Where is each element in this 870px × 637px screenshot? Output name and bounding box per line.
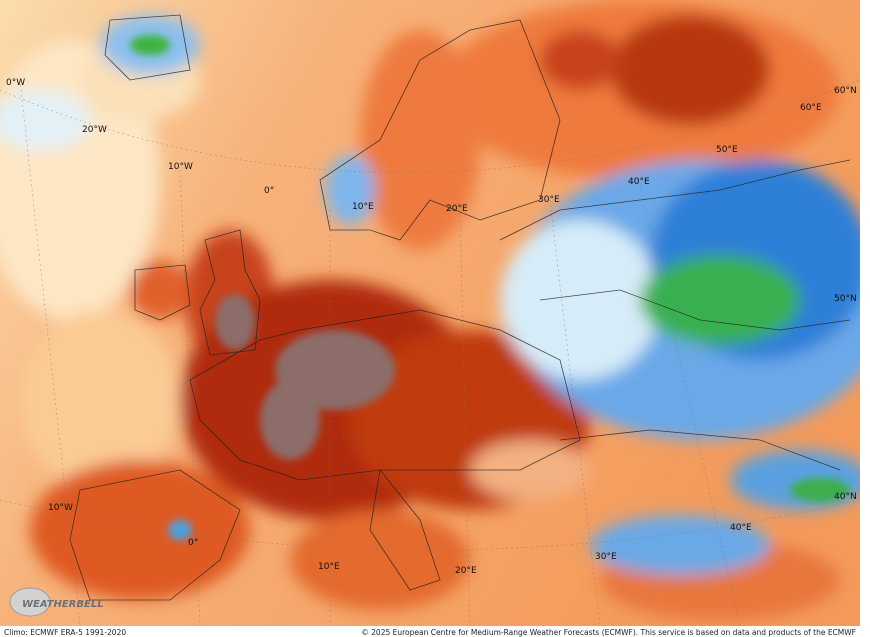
coord-label: 60°N	[834, 86, 857, 96]
coord-label: 30°E	[538, 195, 560, 205]
footer-left: Climo: ECMWF ERA-5 1991-2020	[4, 628, 126, 637]
coord-label: 10°W	[48, 503, 73, 513]
coord-label: 0°W	[6, 78, 25, 88]
coord-label: 0°	[264, 186, 274, 196]
coord-label: 10°E	[318, 562, 340, 572]
footer-right: © 2025 European Centre for Medium-Range …	[361, 628, 856, 637]
coord-label: 60°E	[800, 103, 822, 113]
coord-label: 40°N	[834, 492, 857, 502]
coord-label: 20°W	[82, 125, 107, 135]
coord-label: 10°W	[168, 162, 193, 172]
coord-label: 20°E	[446, 204, 468, 214]
coordinate-labels: 0°W 20°W 10°W 0° 10°E 20°E 30°E 40°E 50°…	[6, 78, 857, 576]
coord-label: 40°E	[628, 177, 650, 187]
coord-label: 30°E	[595, 552, 617, 562]
coord-label: 50°E	[716, 145, 738, 155]
logo-text: WEATHERBELL	[22, 599, 104, 610]
coord-label: 0°	[188, 538, 198, 548]
coord-label: 50°N	[834, 294, 857, 304]
coord-label: 40°E	[730, 523, 752, 533]
coord-label: 10°E	[352, 202, 374, 212]
logo: WEATHERBELL	[9, 587, 104, 617]
coord-label: 20°E	[455, 566, 477, 576]
